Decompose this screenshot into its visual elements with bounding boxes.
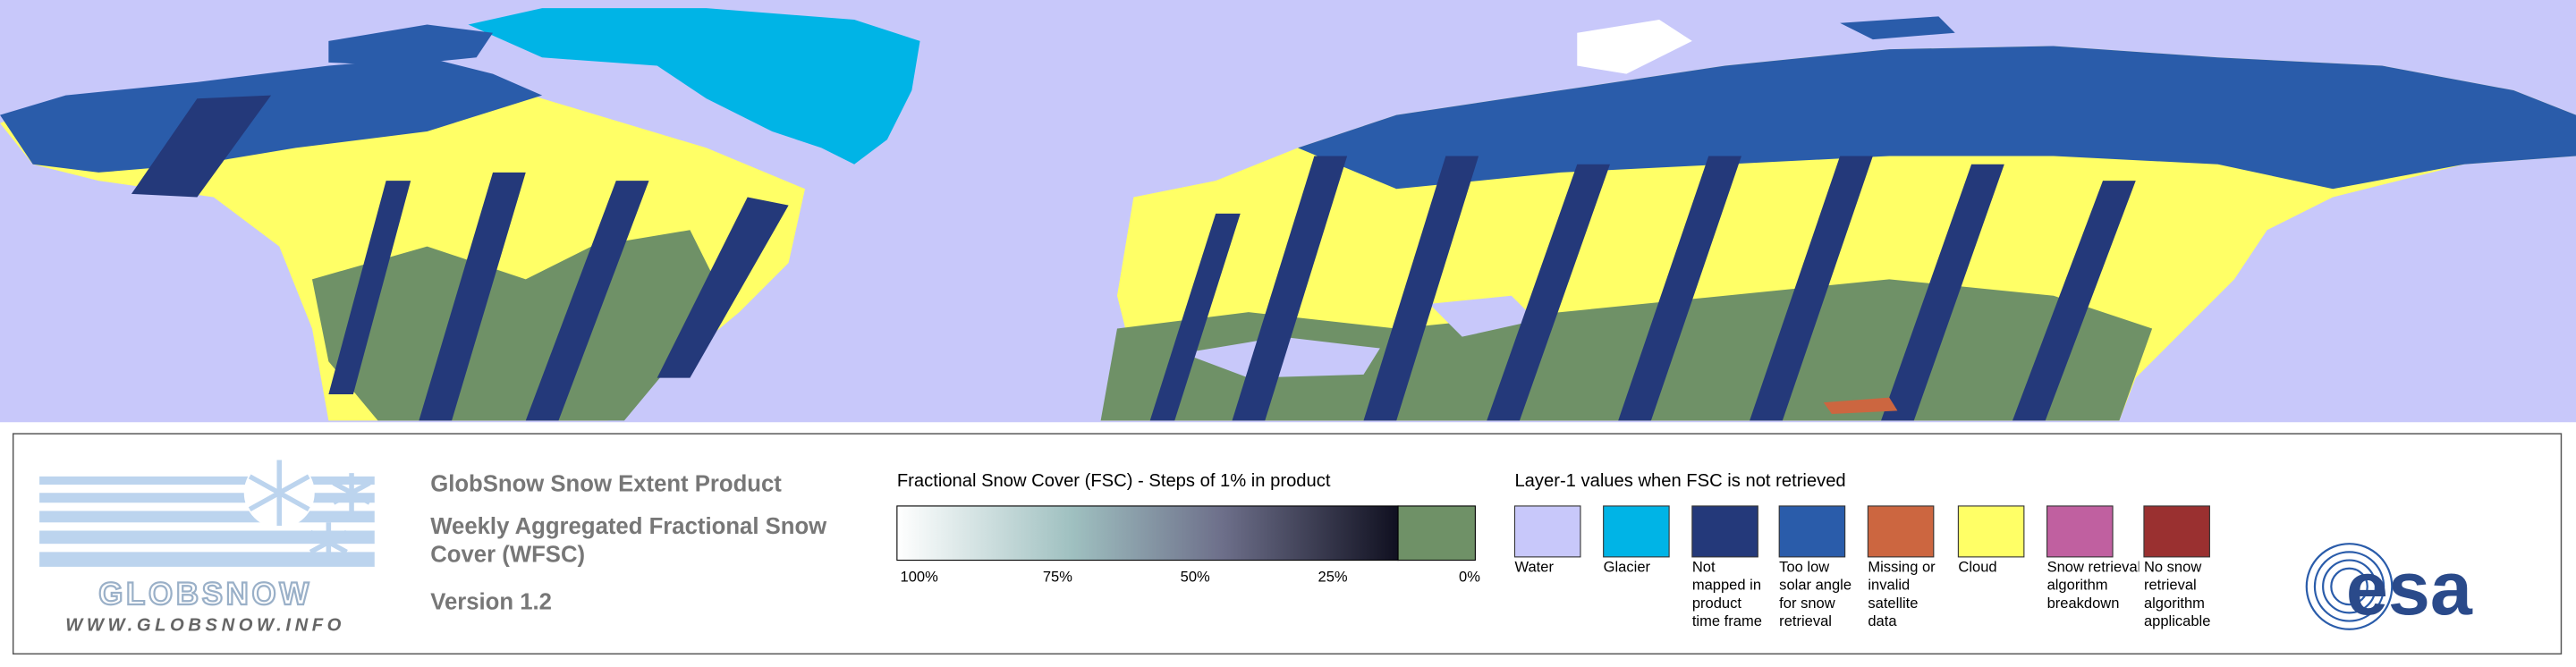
esa-rings — [2305, 543, 2394, 630]
legend-swatch — [1957, 505, 2025, 558]
stripe — [419, 172, 526, 421]
logo-stripe — [39, 552, 375, 567]
stripe — [1149, 213, 1241, 421]
stripe — [2012, 181, 2136, 421]
product-version: Version 1.2 — [430, 590, 552, 615]
north-america-snowfree — [311, 230, 724, 421]
logo-url: WWW.GLOBSNOW.INFO — [65, 616, 345, 636]
fsc-title: Fractional Snow Cover (FSC) - Steps of 1… — [897, 471, 1331, 491]
legend-label: Not mapped in product time frame — [1691, 558, 1762, 629]
missing-data — [1823, 397, 1898, 415]
legend-label-box: Too low solar angle for snow retrieval — [1779, 558, 1852, 629]
stripe — [1750, 156, 1873, 421]
legend-swatch — [2046, 505, 2114, 558]
legend-label: Snow retrieval algorithm breakdown — [2046, 558, 2140, 612]
fsc-tick-label: 25% — [1318, 568, 1348, 585]
logo-stripe — [39, 493, 375, 503]
logo-stripe — [39, 476, 375, 485]
stripe — [1487, 164, 1610, 421]
legend-label: No snow retrieval algorithm applicable — [2143, 558, 2211, 629]
eurasia-snowfree — [1100, 279, 2153, 421]
layer1-items: Water Glacier Not mapped in product time f… — [1513, 505, 2211, 629]
legend-label: Glacier — [1603, 558, 1651, 576]
legend-label-box: Water — [1514, 558, 1554, 576]
orbit-gaps — [328, 156, 2136, 421]
legend-swatch — [1778, 505, 1846, 558]
fsc-tick-label: 50% — [1181, 568, 1210, 585]
stripe — [328, 181, 411, 394]
legend-label: Missing or invalid satellite data — [1868, 558, 1936, 629]
logo-stripe — [39, 511, 375, 523]
arctic-island — [1840, 16, 1955, 40]
fsc-tick-label: 75% — [1043, 568, 1072, 585]
stripe — [131, 95, 272, 198]
legend-swatch — [1513, 505, 1581, 558]
fsc-gradient — [896, 505, 1399, 561]
legend-label-box: Glacier — [1603, 558, 1651, 576]
eurasia-low-sun — [1298, 46, 2576, 190]
esa-text: esa — [2346, 546, 2473, 630]
legend-swatch — [2143, 505, 2210, 558]
legend-label-box: Missing or invalid satellite data — [1868, 558, 1936, 629]
greenland — [468, 8, 920, 165]
legend-label-box: Snow retrieval algorithm breakdown — [2046, 558, 2140, 612]
globsnow-logo: GLOBSNOW WWW.GLOBSNOW.INFO — [39, 457, 375, 636]
stripe — [657, 197, 789, 378]
legend-label: Too low solar angle for snow retrieval — [1779, 558, 1852, 629]
fsc-tick-label: 100% — [901, 568, 939, 585]
layer1-title: Layer-1 values when FSC is not retrieved — [1514, 471, 1845, 491]
snow-map — [0, 0, 2576, 423]
fsc-ticks: 100% 75% 50% 25% 0% — [901, 568, 1481, 585]
stripe — [1618, 156, 1741, 421]
legend-swatch — [1603, 505, 1670, 558]
snowflakes — [243, 457, 371, 562]
legend-swatch — [1867, 505, 1935, 558]
novaya-zemlya — [1577, 20, 1692, 74]
product-title: GlobSnow Snow Extent Product — [430, 471, 782, 496]
arctic-islands — [328, 24, 494, 66]
stripe — [1881, 164, 2004, 421]
logo-stripe — [39, 530, 375, 545]
north-america-low-sun — [0, 57, 543, 173]
legend-swatch — [1691, 505, 1758, 558]
stripe — [1363, 156, 1479, 421]
stripe — [525, 181, 649, 421]
legend-label-box: No snow retrieval algorithm applicable — [2143, 558, 2211, 629]
fsc-tick-label: 0% — [1459, 568, 1480, 585]
legend-label: Cloud — [1958, 558, 1997, 576]
legend-label-box: Not mapped in product time frame — [1691, 558, 1762, 629]
logo-name: GLOBSNOW — [98, 577, 312, 612]
fsc-zero — [1397, 505, 1476, 561]
legend-label-box: Cloud — [1958, 558, 1997, 576]
product-subtitle: Weekly Aggregated Fractional Snow Cover … — [430, 512, 827, 567]
esa-logo: esa — [2305, 543, 2473, 630]
stripe — [1232, 156, 1348, 421]
black-sea — [1428, 295, 1537, 337]
legend-label: Water — [1514, 558, 1554, 576]
subtitle-box: Weekly Aggregated Fractional Snow Cover … — [430, 512, 827, 567]
